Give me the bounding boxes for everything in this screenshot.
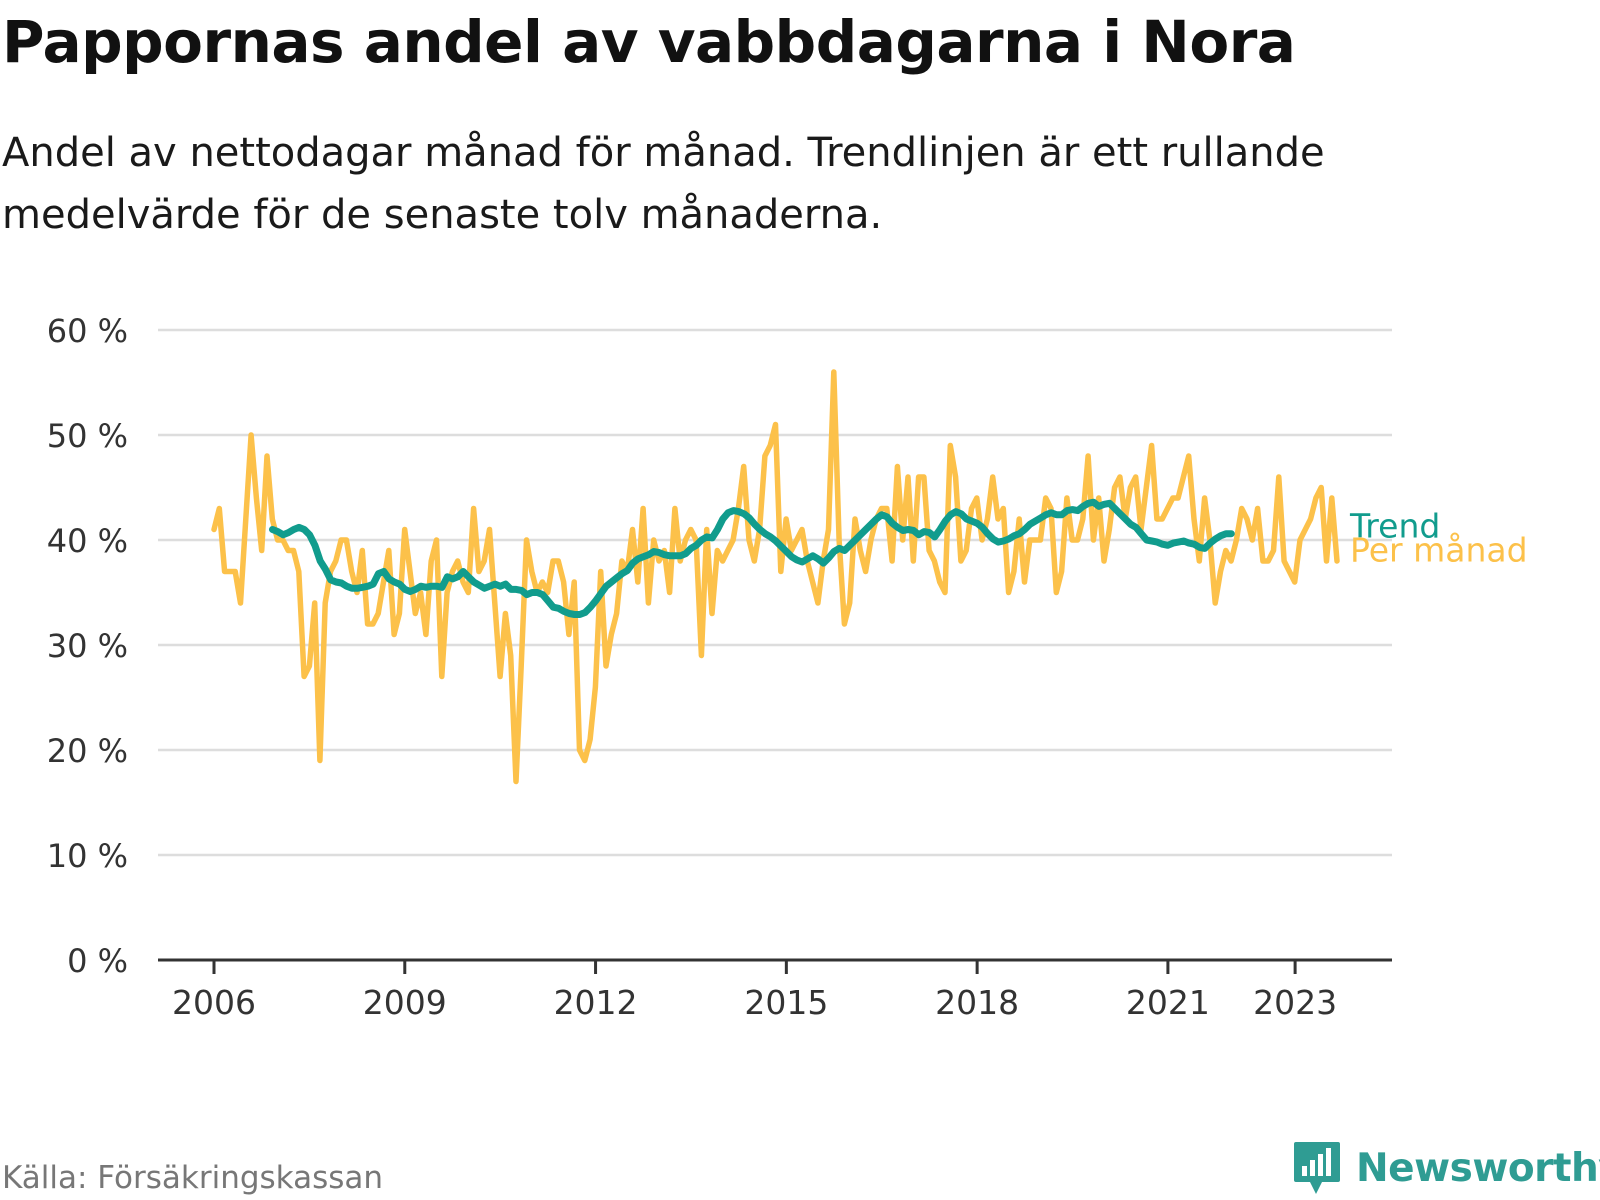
y-tick-label: 50 %	[47, 417, 128, 455]
y-axis-tick-labels: 0 % 10 % 20 % 30 % 40 % 50 % 60 %	[47, 312, 128, 980]
y-tick-label: 30 %	[47, 627, 128, 665]
chart-subtitle: Andel av nettodagar månad för månad. Tre…	[2, 130, 1325, 238]
x-tick-label: 2023	[1253, 983, 1337, 1022]
series-lines	[211, 369, 1340, 785]
x-tick-label: 2018	[935, 983, 1019, 1022]
x-tick-label: 2012	[554, 983, 638, 1022]
y-tick-label: 10 %	[47, 837, 128, 875]
x-tick-label: 2006	[172, 983, 256, 1022]
x-tick-label: 2021	[1126, 983, 1210, 1022]
x-axis: 2006 2009 2012 2015 2018 2021 2023	[158, 958, 1392, 1022]
page-title: Pappornas andel av vabbdagarna i Nora	[2, 8, 1296, 76]
x-tick-label: 2009	[363, 983, 447, 1022]
y-tick-label: 60 %	[47, 312, 128, 350]
y-tick-label: 40 %	[47, 522, 128, 560]
x-tick-label: 2015	[744, 983, 828, 1022]
brand-logo: Newsworthy	[1292, 1140, 1600, 1196]
series-label-per-manad: Per månad	[1350, 531, 1528, 570]
brand-name: Newsworthy	[1356, 1145, 1600, 1191]
series-label-trend: Trend	[1349, 507, 1440, 546]
gridlines	[158, 328, 1392, 857]
newsworthy-logo-icon	[1294, 1142, 1340, 1194]
line-chart: 0 % 10 % 20 % 30 % 40 % 50 % 60 % 2006 2009 2012…	[47, 312, 1528, 1022]
source-note: Källa: Försäkringskassan	[2, 1160, 384, 1196]
y-tick-label: 0 %	[67, 942, 128, 980]
series-line-trend	[269, 498, 1235, 618]
y-tick-label: 20 %	[47, 732, 128, 770]
series-line-per-manad	[211, 369, 1340, 785]
